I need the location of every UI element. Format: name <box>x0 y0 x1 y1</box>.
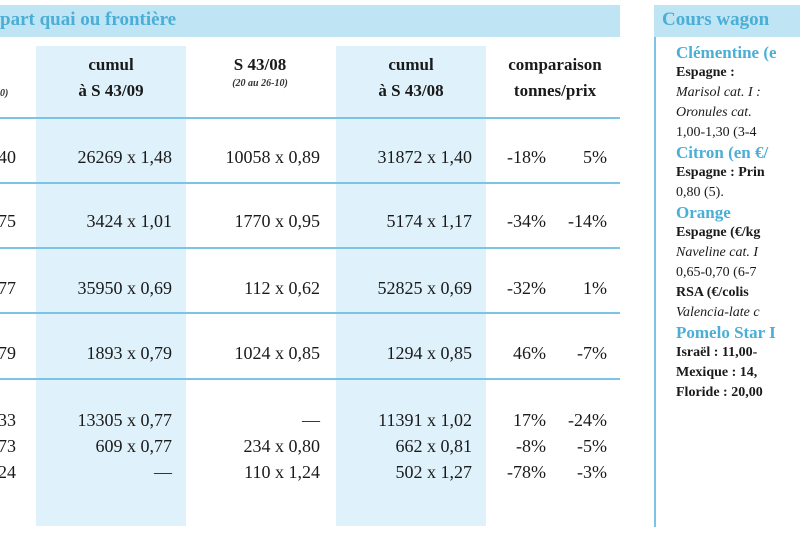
table-title: part quai ou frontière <box>0 9 177 30</box>
cell-cumul-2009: 609 x 0,77 <box>95 436 173 456</box>
side-line: RSA (€/colis <box>676 285 749 300</box>
cell-cut: 75 <box>0 211 16 231</box>
side-line: Espagne : <box>676 65 735 80</box>
cell-week-2008: 1770 x 0,95 <box>234 211 321 231</box>
cell-cut: 24 <box>0 462 16 482</box>
column-header-comparison: comparaison tonnes/prix <box>490 52 620 104</box>
column-shade-cumul-2008 <box>336 46 486 526</box>
cell-pct-tonnes: -32% <box>507 278 546 298</box>
cell-pct-prix: -5% <box>577 436 607 456</box>
side-title-bar <box>654 5 800 37</box>
column-header-line: à S 43/08 <box>378 81 444 100</box>
cell-week-2008: 1024 x 0,85 <box>234 343 321 363</box>
row-divider <box>0 378 620 380</box>
side-line: Espagne : Prin <box>676 165 765 180</box>
side-line: Valencia-late c <box>676 305 760 320</box>
side-title: Cours wagon <box>662 9 770 30</box>
column-header-cut-sub: 0) <box>0 88 9 99</box>
cell-pct-tonnes: 17% <box>513 410 546 430</box>
side-heading-clementine: Clémentine (e <box>676 43 777 62</box>
row-divider <box>0 117 620 119</box>
cell-pct-tonnes: -8% <box>516 436 546 456</box>
side-panel-border <box>654 37 656 527</box>
column-header-line: cumul <box>88 55 134 74</box>
cell-cumul-2009: 26269 x 1,48 <box>77 147 173 167</box>
cell-cut: 79 <box>0 343 16 363</box>
cell-pct-tonnes: -34% <box>507 211 546 231</box>
cell-week-2008: — <box>302 410 320 430</box>
cell-pct-tonnes: 46% <box>513 343 546 363</box>
cell-cumul-2008: 52825 x 0,69 <box>377 278 473 298</box>
cell-cut: 77 <box>0 278 16 298</box>
side-panel-body: Clémentine (e Espagne : Marisol cat. I :… <box>676 43 800 403</box>
cell-cumul-2009: 1893 x 0,79 <box>86 343 173 363</box>
side-line: Oronules cat. <box>676 105 752 120</box>
row-divider <box>0 247 620 249</box>
cell-cumul-2008: 31872 x 1,40 <box>377 147 473 167</box>
cell-week-2008: 10058 x 0,89 <box>225 147 321 167</box>
cell-cut: 40 <box>0 147 16 167</box>
row-divider <box>0 182 620 184</box>
row-divider <box>0 312 620 314</box>
cell-cut: 33 <box>0 410 16 430</box>
cell-pct-prix: -7% <box>577 343 607 363</box>
cell-cumul-2008: 1294 x 0,85 <box>386 343 473 363</box>
column-header-line: comparaison <box>508 55 602 74</box>
cell-cumul-2009: 13305 x 0,77 <box>77 410 173 430</box>
cell-pct-prix: -3% <box>577 462 607 482</box>
column-header-line: à S 43/09 <box>78 81 144 100</box>
cell-week-2008: 234 x 0,80 <box>243 436 321 456</box>
column-header-dates: (20 au 26-10) <box>232 78 288 89</box>
side-line: Espagne (€/kg <box>676 225 761 240</box>
side-heading-citron: Citron (en €/ <box>676 143 769 162</box>
cell-pct-tonnes: -18% <box>507 147 546 167</box>
side-line: Marisol cat. I : <box>676 85 761 100</box>
cell-pct-prix: -24% <box>568 410 607 430</box>
column-header-line: S 43/08 <box>233 55 287 74</box>
cell-cumul-2008: 502 x 1,27 <box>395 462 473 482</box>
cell-cumul-2009: 3424 x 1,01 <box>86 211 173 231</box>
cell-week-2008: 110 x 1,24 <box>244 462 320 482</box>
cell-cumul-2009: 35950 x 0,69 <box>77 278 173 298</box>
cell-pct-prix: 5% <box>583 147 607 167</box>
column-header-line: cumul <box>388 55 434 74</box>
cell-week-2008: 112 x 0,62 <box>244 278 320 298</box>
side-line: 0,65-0,70 (6-7 <box>676 265 757 280</box>
side-heading-orange: Orange <box>676 203 731 222</box>
cell-pct-prix: -14% <box>568 211 607 231</box>
column-header-cumul-2008: cumul à S 43/08 <box>336 52 486 104</box>
side-line: Mexique : 14, <box>676 365 758 380</box>
column-shade-cumul-2009 <box>36 46 186 526</box>
side-line: Israël : 11,00- <box>676 345 758 360</box>
column-header-week-2008: S 43/08 (20 au 26-10) <box>190 52 330 89</box>
column-header-line: tonnes/prix <box>513 81 597 100</box>
side-line: 1,00-1,30 (3-4 <box>676 125 757 140</box>
side-line: Naveline cat. I <box>676 245 759 260</box>
cell-cumul-2009: — <box>154 462 172 482</box>
side-heading-pomelo: Pomelo Star I <box>676 323 776 342</box>
cell-cut: 73 <box>0 436 16 456</box>
cell-cumul-2008: 11391 x 1,02 <box>378 410 472 430</box>
side-line: Floride : 20,00 <box>676 385 763 400</box>
cell-cumul-2008: 662 x 0,81 <box>395 436 473 456</box>
cell-cumul-2008: 5174 x 1,17 <box>386 211 473 231</box>
table-title-bar <box>0 5 620 37</box>
column-header-cumul-2009: cumul à S 43/09 <box>36 52 186 104</box>
cell-pct-tonnes: -78% <box>507 462 546 482</box>
side-line: 0,80 (5). <box>676 185 724 200</box>
cell-pct-prix: 1% <box>583 278 607 298</box>
